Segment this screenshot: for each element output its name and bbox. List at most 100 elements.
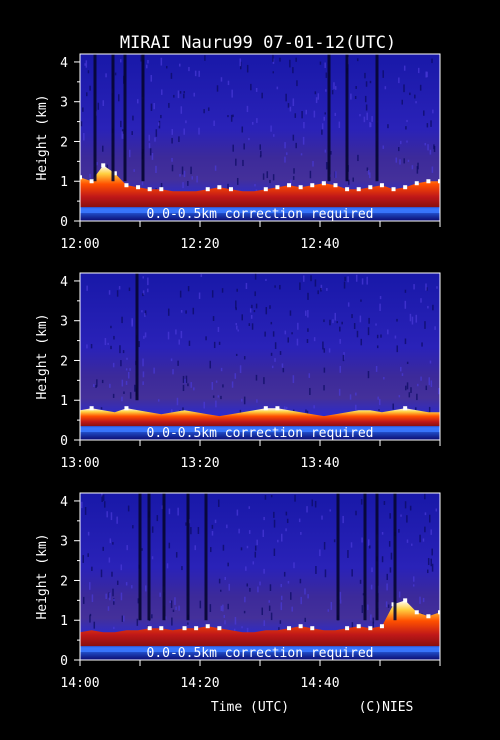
- noise-speck: [182, 384, 185, 392]
- cloud-top-peak: [287, 183, 292, 188]
- signal-dropout-streak: [336, 493, 340, 621]
- noise-speck: [254, 184, 256, 187]
- noise-speck: [387, 124, 389, 129]
- noise-speck: [331, 90, 334, 95]
- noise-speck: [264, 331, 266, 337]
- noise-speck: [305, 409, 307, 413]
- noise-speck: [190, 527, 192, 535]
- noise-speck: [86, 285, 88, 291]
- noise-speck: [187, 286, 190, 292]
- noise-speck: [277, 539, 279, 543]
- noise-speck: [103, 501, 106, 508]
- noise-speck: [227, 80, 230, 86]
- cloud-top-peak: [426, 614, 431, 619]
- cloud-layer: [80, 600, 440, 647]
- noise-speck: [138, 341, 140, 348]
- noise-speck: [239, 365, 242, 374]
- noise-speck: [246, 64, 249, 73]
- noise-speck: [80, 121, 83, 127]
- noise-speck: [347, 550, 349, 558]
- noise-speck: [350, 93, 352, 100]
- noise-speck: [406, 119, 408, 123]
- noise-speck: [96, 379, 98, 387]
- noise-speck: [164, 616, 167, 620]
- noise-speck: [125, 582, 128, 586]
- noise-speck: [323, 367, 326, 373]
- noise-speck: [180, 330, 183, 339]
- noise-speck: [424, 493, 426, 500]
- noise-speck: [211, 530, 214, 536]
- noise-speck: [259, 155, 262, 158]
- noise-speck: [203, 109, 205, 114]
- noise-speck: [348, 179, 350, 185]
- noise-speck: [321, 123, 324, 130]
- noise-speck: [227, 183, 229, 190]
- noise-speck: [116, 290, 119, 297]
- noise-speck: [175, 552, 178, 558]
- noise-speck: [257, 586, 259, 593]
- noise-speck: [432, 109, 434, 114]
- noise-speck: [120, 360, 122, 367]
- noise-speck: [89, 615, 91, 623]
- noise-speck: [427, 558, 430, 566]
- noise-speck: [122, 131, 125, 139]
- noise-speck: [183, 93, 185, 99]
- noise-speck: [85, 60, 88, 68]
- noise-speck: [398, 529, 400, 533]
- cloud-top-peak: [356, 624, 361, 629]
- cloud-top-peak: [263, 406, 268, 411]
- noise-speck: [252, 561, 255, 565]
- noise-speck: [234, 616, 237, 625]
- noise-speck: [89, 613, 92, 617]
- noise-speck: [421, 342, 423, 347]
- noise-speck: [366, 167, 369, 171]
- noise-speck: [101, 493, 103, 497]
- noise-speck: [285, 511, 288, 516]
- noise-speck: [292, 67, 294, 74]
- noise-speck: [121, 379, 124, 387]
- noise-speck: [182, 182, 184, 189]
- noise-speck: [111, 571, 113, 577]
- noise-speck: [240, 547, 243, 551]
- noise-speck: [300, 532, 302, 535]
- noise-speck: [438, 388, 440, 395]
- noise-speck: [217, 326, 220, 332]
- noise-speck: [235, 307, 237, 311]
- noise-speck: [255, 374, 258, 381]
- noise-speck: [406, 361, 409, 365]
- noise-speck: [313, 405, 315, 409]
- noise-speck: [119, 345, 121, 354]
- noise-speck: [279, 57, 281, 62]
- noise-speck: [134, 384, 136, 392]
- noise-speck: [367, 327, 370, 336]
- noise-speck: [220, 77, 223, 82]
- noise-speck: [355, 86, 357, 89]
- noise-speck: [360, 338, 363, 346]
- noise-speck: [155, 165, 157, 174]
- noise-speck: [289, 59, 291, 68]
- noise-speck: [187, 180, 189, 186]
- noise-speck: [372, 617, 375, 624]
- noise-speck: [251, 304, 253, 309]
- noise-speck: [400, 140, 402, 145]
- noise-speck: [105, 73, 107, 78]
- noise-speck: [179, 290, 182, 298]
- noise-speck: [359, 114, 361, 117]
- noise-speck: [166, 65, 168, 69]
- noise-speck: [271, 365, 274, 369]
- noise-speck: [215, 380, 218, 383]
- noise-speck: [193, 92, 195, 97]
- noise-speck: [313, 337, 316, 342]
- noise-speck: [246, 627, 249, 636]
- noise-speck: [274, 342, 277, 349]
- noise-speck: [154, 137, 156, 142]
- noise-speck: [270, 612, 273, 621]
- noise-speck: [366, 112, 368, 121]
- noise-speck: [280, 533, 283, 542]
- noise-speck: [131, 585, 133, 589]
- noise-speck: [329, 319, 331, 326]
- noise-speck: [300, 153, 303, 156]
- noise-speck: [324, 149, 327, 153]
- noise-speck: [198, 127, 200, 135]
- noise-speck: [90, 343, 93, 349]
